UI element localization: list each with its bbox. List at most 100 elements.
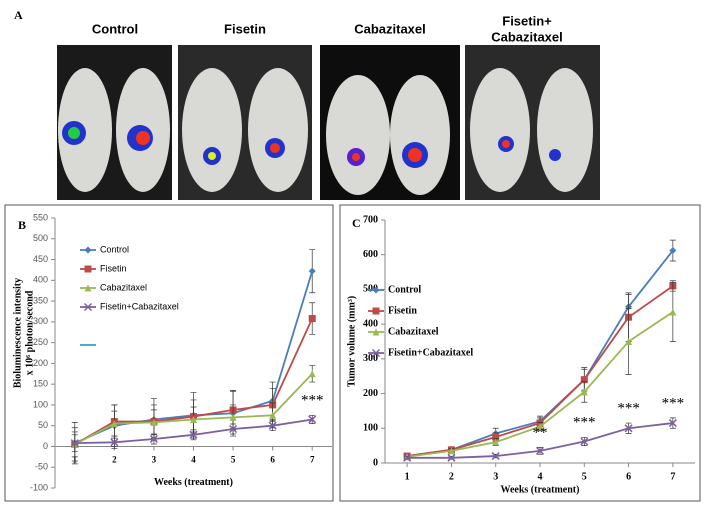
group-label: Fisetin+ [502,13,552,28]
group-label: Cabazitaxel [491,29,563,44]
y-tick-label: 200 [33,358,48,368]
marker [308,415,317,424]
y-tick-label: -50 [35,462,48,472]
marker [625,338,633,345]
y-tick-label: 50 [38,420,48,430]
marker [190,415,197,423]
marker [403,453,412,462]
marker [229,424,238,434]
y-tick-label: 450 [33,254,48,264]
legend-marker [83,302,93,312]
y-tick-label: 400 [363,318,378,329]
panel-label: A [14,8,23,22]
marker [580,388,588,396]
legend-label: Fisetin [388,305,417,316]
marker [491,452,500,461]
legend-marker [84,265,92,273]
group-label: Cabazitaxel [354,21,426,36]
x-tick-label: 6 [270,455,275,465]
y-tick-label: 250 [33,337,48,347]
panel-label: B [18,218,26,232]
annotation: *** [662,395,685,411]
y-tick-label: -100 [30,482,48,492]
x-tick-label: 3 [152,455,157,465]
y-axis-title: Tumor volume (mm³) [346,296,357,387]
legend-label: Control [388,284,421,295]
x-axis-title: Weeks (treatment) [501,484,580,495]
y-tick-label: 700 [363,214,378,225]
legend-marker [84,246,92,254]
panel-frame [339,204,701,502]
x-tick-label: 4 [191,455,196,465]
marker [269,411,277,419]
marker [669,247,677,255]
legend-label: Fisetin+Cabazitaxel [388,347,473,358]
marker [669,308,677,316]
group-label: Control [92,21,138,36]
marker [110,438,119,447]
legend-label: Cabazitaxel [100,282,147,292]
y-tick-label: 300 [33,316,48,326]
legend-marker [84,284,92,292]
marker [447,447,455,455]
x-tick-label: 2 [449,471,454,482]
x-tick-label: 2 [112,455,117,465]
group-label: Fisetin [224,21,266,36]
y-tick-label: 0 [43,441,48,451]
marker [492,438,500,446]
marker [150,418,158,426]
photos [57,45,600,200]
legend-marker [372,286,380,294]
marker [308,370,316,378]
y-tick-label: 0 [373,457,378,468]
annotation: *** [301,393,324,409]
legend-label: Cabazitaxel [388,326,439,337]
annotation: *** [617,401,640,417]
legend-label: Fisetin [100,263,127,273]
marker [229,413,237,421]
marker [492,433,500,441]
marker [149,434,158,444]
legend-marker [371,348,381,358]
panel-frame [4,204,334,502]
marker [668,419,677,428]
marker [268,421,277,430]
x-tick-label: 5 [231,455,236,465]
marker [189,430,198,439]
marker [308,315,316,323]
marker [536,423,544,431]
y-tick-label: 100 [363,423,378,434]
panel-label: C [352,216,361,230]
legend-marker [372,328,380,336]
x-tick-label: 7 [310,455,315,465]
x-tick-label: 7 [670,471,675,482]
y-tick-label: 200 [363,388,378,399]
y-axis-title: x 10⁶ photon/second [24,290,35,375]
marker [535,446,545,455]
y-tick-label: 300 [363,353,378,364]
annotation: *** [573,415,596,431]
x-tick-label: 4 [538,471,543,482]
legend-label: Control [100,244,129,254]
annotation: ** [533,425,548,441]
marker [70,439,79,448]
y-tick-label: 600 [363,249,378,260]
legend-marker [372,307,380,315]
y-tick-label: 550 [33,212,48,222]
x-tick-label: 6 [626,471,631,482]
y-tick-label: 150 [33,379,48,389]
x-tick-label: 5 [582,471,587,482]
marker [580,376,588,384]
x-tick-label: 3 [493,471,498,482]
legend-label: Fisetin+Cabazitaxel [100,301,179,311]
y-tick-label: 350 [33,295,48,305]
marker [624,424,633,433]
x-tick-label: 1 [405,471,410,482]
y-tick-label: 100 [33,399,48,409]
x-axis-title: Weeks (treatment) [154,477,233,488]
marker [308,267,316,275]
marker [580,437,589,446]
y-tick-label: 400 [33,275,48,285]
